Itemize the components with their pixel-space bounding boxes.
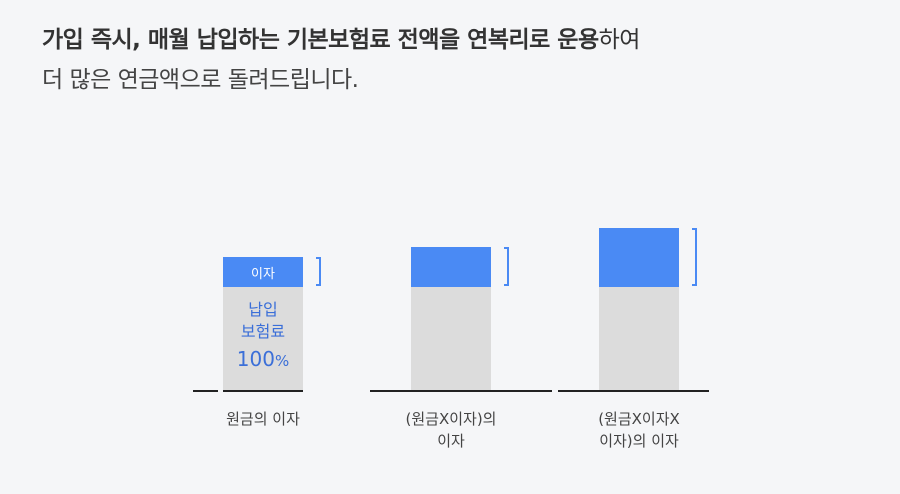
interest-bracket-3 [692,228,697,286]
caption-2: (원금X이자)의 이자 [376,408,526,452]
principal-bar-3 [599,287,679,390]
principal-percent: 100% [223,345,303,375]
principal-label-line-1: 납입 [248,300,278,319]
headline-line-2: 더 많은 연금액으로 돌려드립니다. [42,67,359,93]
caption-3-line-1: (원금X이자X [598,410,680,428]
caption-1-line-1: 원금의 이자 [226,410,300,428]
caption-1: 원금의 이자 [188,408,338,430]
headline-rest: 하여 [598,27,641,53]
headline-line-1: 가입 즉시, 매월 납입하는 기본보험료 전액을 연복리로 운용하여 [42,20,862,60]
principal-label-line-2: 보험료 [240,322,286,341]
caption-2-line-1: (원금X이자)의 [405,410,497,428]
baseline-segment [193,390,218,392]
baseline-segment [558,390,709,392]
interest-bar-1: 이자 [223,257,303,287]
principal-bar-2 [411,287,491,390]
caption-2-line-2: 이자 [437,432,465,450]
principal-percent-value: 100 [236,347,275,371]
interest-label: 이자 [251,266,275,282]
interest-bar-2 [411,247,491,287]
principal-text: 납입 보험료 100% [223,299,303,375]
baseline-segment [370,390,552,392]
principal-percent-unit: % [274,352,290,370]
interest-bracket-2 [504,247,509,286]
principal-bar-1 [223,287,303,390]
headline-bold: 가입 즉시, 매월 납입하는 기본보험료 전액을 연복리로 운용 [42,27,599,53]
baseline-segment [223,390,303,392]
interest-bar-3 [599,228,679,287]
interest-bracket-1 [316,257,321,286]
caption-3-line-2: 이자)의 이자 [599,432,679,450]
caption-3: (원금X이자X 이자)의 이자 [564,408,714,452]
headline: 가입 즉시, 매월 납입하는 기본보험료 전액을 연복리로 운용하여 더 많은 … [42,20,862,100]
